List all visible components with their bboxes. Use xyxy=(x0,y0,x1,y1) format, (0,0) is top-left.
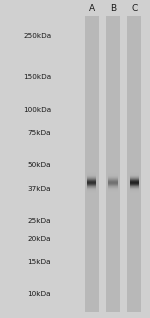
Text: A: A xyxy=(88,4,95,13)
Bar xyxy=(85,16,99,312)
Text: C: C xyxy=(131,4,137,13)
Text: B: B xyxy=(110,4,116,13)
Bar xyxy=(127,16,141,312)
Bar xyxy=(106,16,120,312)
